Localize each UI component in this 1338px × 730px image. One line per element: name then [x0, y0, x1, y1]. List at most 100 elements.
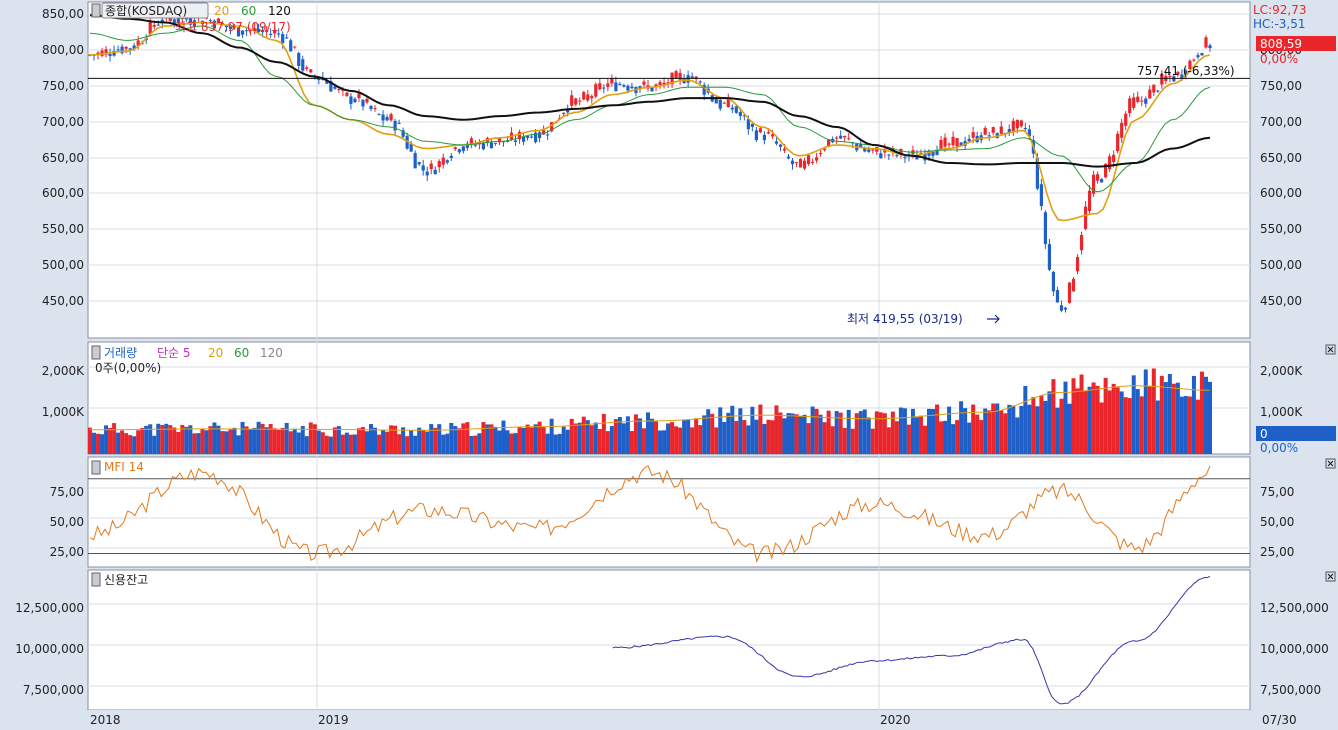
mfi-plot-area[interactable] [87, 456, 1251, 568]
candle-body [533, 132, 538, 143]
volume-bar [1015, 417, 1020, 454]
price-ytick: 550,00 [42, 222, 84, 236]
volume-bar [393, 425, 398, 454]
volume-bar [910, 408, 915, 454]
price-panel[interactable] [87, 1, 1251, 339]
candle-body [224, 25, 229, 28]
candle-body [337, 89, 341, 91]
legend-handle-icon[interactable] [91, 3, 101, 18]
volume-bar [758, 404, 763, 454]
mfi-series [88, 464, 1250, 563]
volume-ma-line [90, 385, 1211, 431]
candle-body [538, 132, 542, 139]
volume-bar [786, 413, 791, 454]
candle-body [140, 43, 144, 45]
volume-bar [593, 422, 598, 454]
legend-name-box[interactable] [101, 2, 209, 19]
candle-body [1011, 120, 1015, 131]
candle-body [887, 154, 891, 156]
volume-bar [497, 430, 502, 454]
candle-body [786, 156, 791, 159]
x-label-2020: 2020 [880, 713, 911, 727]
volume-bar [296, 432, 301, 454]
volume-bar [718, 407, 723, 454]
volume-bar [959, 401, 964, 454]
candle-body [1027, 129, 1031, 137]
volume-bar [902, 408, 907, 454]
volume-bar [738, 408, 743, 454]
candle-body [686, 75, 690, 83]
volume-bar [256, 421, 261, 454]
volume-bar [922, 425, 927, 454]
candle-body [618, 84, 622, 86]
volume-bar [670, 422, 675, 454]
credit-ytick: 12,500,000 [15, 601, 84, 615]
candle-body [903, 157, 907, 159]
candle-body [730, 107, 734, 110]
candle-body [714, 99, 718, 104]
credit-panel[interactable] [87, 569, 1251, 711]
volume-bar [955, 420, 960, 454]
volume-bar [240, 421, 245, 454]
candle-body [1015, 119, 1019, 129]
legend-handle-icon[interactable] [91, 345, 101, 360]
candle-body [662, 82, 666, 85]
volume-bar [645, 412, 650, 454]
candle-body [674, 71, 678, 79]
volume-bar [489, 424, 494, 454]
volume-bar [1187, 396, 1192, 454]
candle-body [983, 127, 987, 135]
volume-bar [641, 428, 646, 454]
credit-right-tick: 10,000,000 [1260, 642, 1329, 656]
candle-body [630, 86, 634, 89]
candle-body [991, 127, 995, 133]
candle-body [722, 102, 726, 104]
volume-bar [184, 426, 189, 454]
volume-ytick: 1,000K [42, 405, 85, 419]
candle-body [521, 136, 526, 142]
candle-body [228, 25, 233, 29]
volume-bar [963, 408, 968, 454]
mfi-right-tick: 50,00 [1260, 515, 1294, 529]
legend-handle-icon[interactable] [91, 572, 101, 587]
volume-bar [541, 426, 546, 454]
volume-bar [854, 413, 859, 454]
candle-body [951, 136, 955, 146]
candle-body [365, 98, 369, 103]
candle-body [931, 152, 935, 156]
candle-body [216, 18, 221, 24]
volume-bar [1055, 407, 1060, 454]
price-right-tick: 500,00 [1260, 258, 1302, 272]
volume-bar [441, 434, 446, 454]
volume-bar [710, 413, 715, 454]
price-plot-area[interactable] [87, 1, 1251, 339]
volume-bar [629, 431, 634, 454]
candle-body [1184, 70, 1188, 75]
price-legend-ma20: 20 [214, 4, 229, 18]
legend-handle-icon[interactable] [91, 460, 101, 475]
ma-line-60 [89, 25, 1211, 193]
mfi-legend-name: MFI 14 [104, 460, 144, 474]
volume-bar [702, 415, 707, 454]
volume-bar [360, 427, 365, 454]
candle-body [361, 99, 365, 107]
credit-legend: 신용잔고 [91, 572, 148, 587]
volume-bar [826, 410, 831, 454]
volume-legend-ma120: 120 [260, 346, 283, 360]
price-ytick: 450,00 [42, 294, 84, 308]
candle-body [959, 142, 963, 147]
volume-bar [517, 426, 522, 454]
volume-bar [1203, 376, 1208, 454]
candle-body [622, 85, 626, 87]
close-icon [1327, 573, 1334, 580]
volume-bar [882, 413, 887, 454]
volume-bar [939, 421, 944, 454]
candle-body [1043, 212, 1048, 245]
candle-body [843, 136, 847, 138]
mfi-panel[interactable] [87, 456, 1251, 568]
low-arrow-icon [987, 314, 1000, 324]
credit-plot-area[interactable] [87, 569, 1251, 711]
volume-bar [625, 416, 630, 454]
volume-bar [212, 422, 217, 454]
candle-body [473, 144, 477, 146]
